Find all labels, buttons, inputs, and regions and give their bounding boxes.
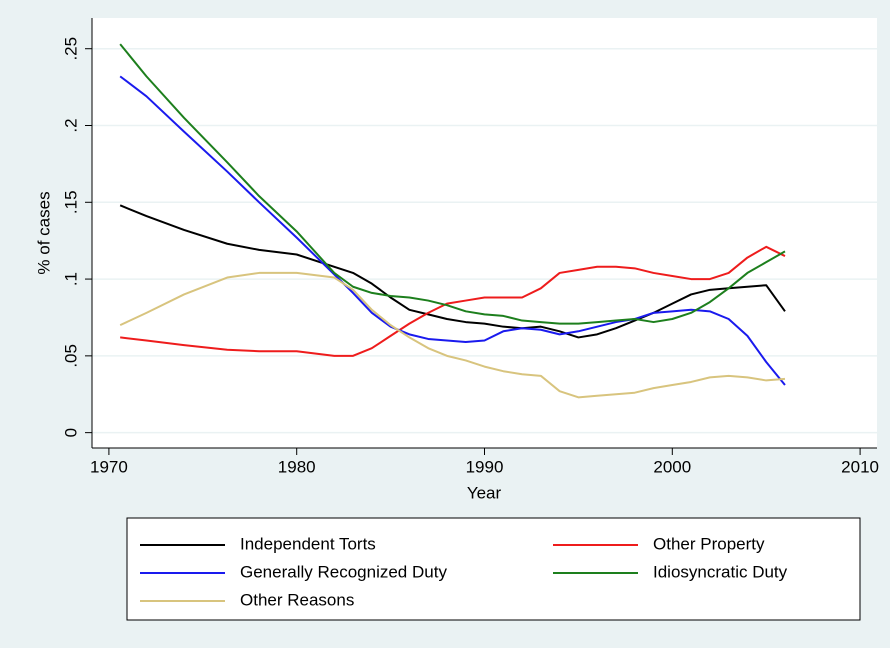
series-line (119, 204, 786, 339)
y-tick-label: .25 (61, 37, 80, 61)
series-line (119, 271, 786, 399)
x-tick-label: 1970 (90, 457, 128, 476)
legend-label: Idiosyncratic Duty (653, 562, 788, 581)
y-tick-label: 0 (61, 428, 80, 437)
x-tick-label: 2010 (841, 457, 879, 476)
y-tick-label: .05 (61, 344, 80, 368)
x-tick-label: 2000 (653, 457, 691, 476)
legend-label: Independent Torts (240, 534, 376, 553)
legend-label: Other Property (653, 534, 765, 553)
x-tick-label: 1980 (278, 457, 316, 476)
legend-label: Other Reasons (240, 590, 354, 609)
plot-area (92, 18, 877, 448)
series-line (120, 245, 786, 357)
y-tick-label: .15 (61, 190, 80, 214)
series-line (119, 75, 786, 386)
series-line (119, 43, 786, 325)
x-tick-label: 1990 (466, 457, 504, 476)
x-axis-label: Year (467, 483, 502, 502)
y-tick-label: .1 (61, 272, 80, 286)
legend-box (126, 517, 861, 621)
y-axis-label: % of cases (34, 191, 53, 274)
y-tick-label: .2 (61, 118, 80, 132)
legend-label: Generally Recognized Duty (240, 562, 447, 581)
